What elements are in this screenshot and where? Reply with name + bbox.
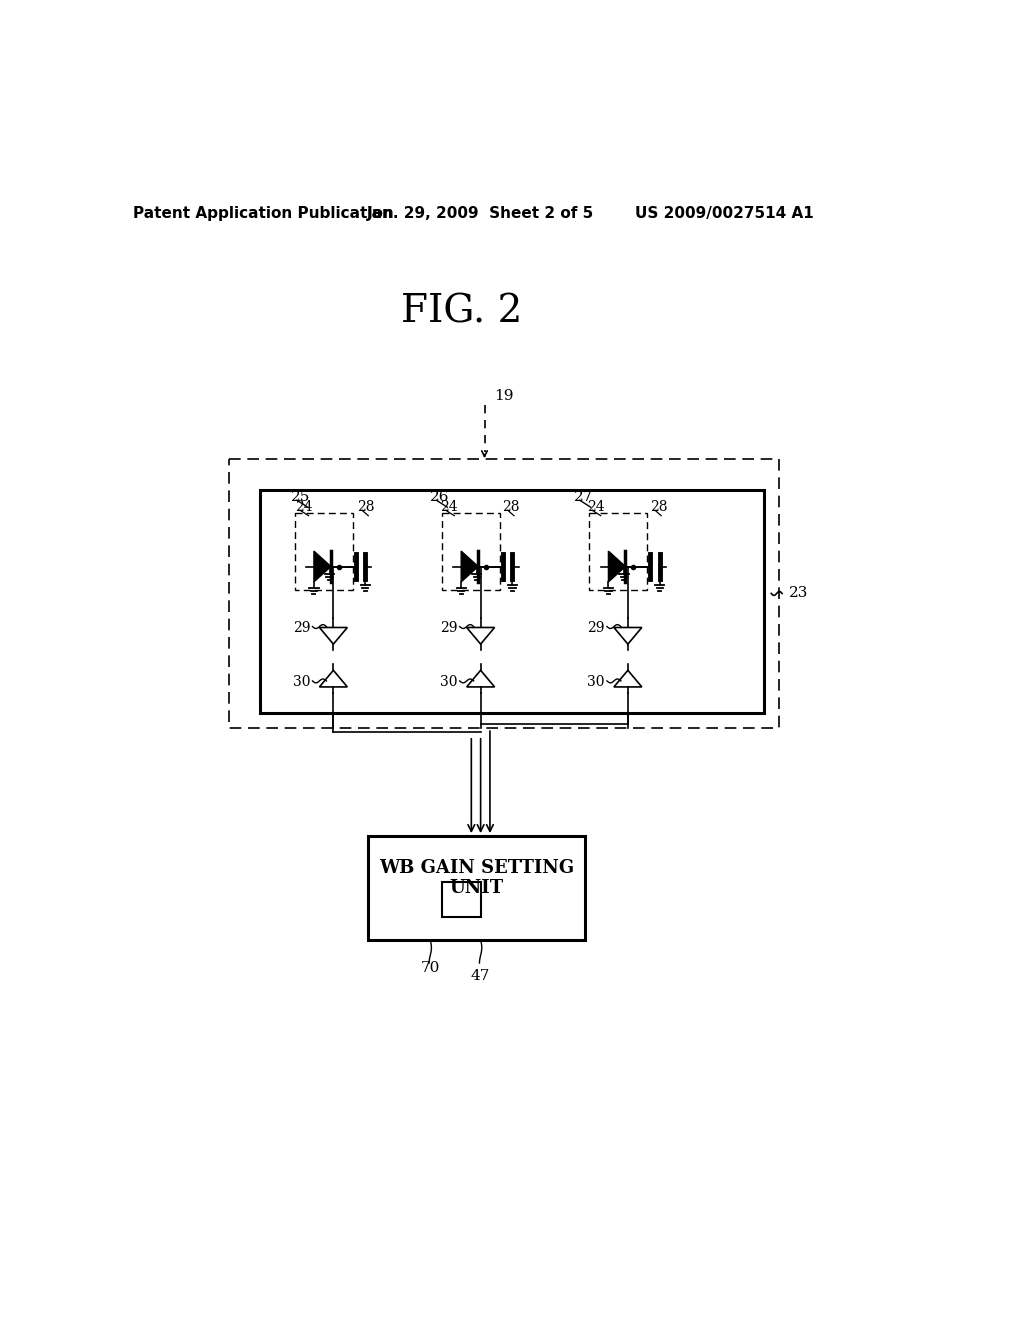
Text: FIG. 2: FIG. 2 [400,294,522,331]
Text: 30: 30 [587,676,604,689]
Bar [442,882,480,917]
Text: 28: 28 [649,500,667,515]
Text: 29: 29 [293,622,310,635]
Text: 28: 28 [356,500,374,515]
Text: 29: 29 [440,622,458,635]
Text: 30: 30 [293,676,310,689]
Text: 24: 24 [587,500,604,515]
Text: 23: 23 [790,586,809,601]
Text: US 2009/0027514 A1: US 2009/0027514 A1 [635,206,814,222]
Text: 19: 19 [494,388,513,403]
Text: 24: 24 [295,500,312,515]
Text: 27: 27 [573,490,593,504]
Text: Jan. 29, 2009  Sheet 2 of 5: Jan. 29, 2009 Sheet 2 of 5 [367,206,594,222]
Text: 28: 28 [503,500,520,515]
Text: 25: 25 [291,490,310,504]
Text: 24: 24 [440,500,458,515]
Text: UNIT: UNIT [450,879,504,898]
Text: Patent Application Publication: Patent Application Publication [133,206,394,222]
Text: 26: 26 [430,490,450,504]
Text: 29: 29 [587,622,604,635]
Polygon shape [608,552,626,582]
Bar [369,836,586,940]
Text: 70: 70 [421,961,440,975]
Text: 47: 47 [471,969,490,983]
Polygon shape [314,552,331,582]
Text: WB GAIN SETTING: WB GAIN SETTING [379,859,574,878]
Polygon shape [461,552,478,582]
Text: 30: 30 [440,676,458,689]
